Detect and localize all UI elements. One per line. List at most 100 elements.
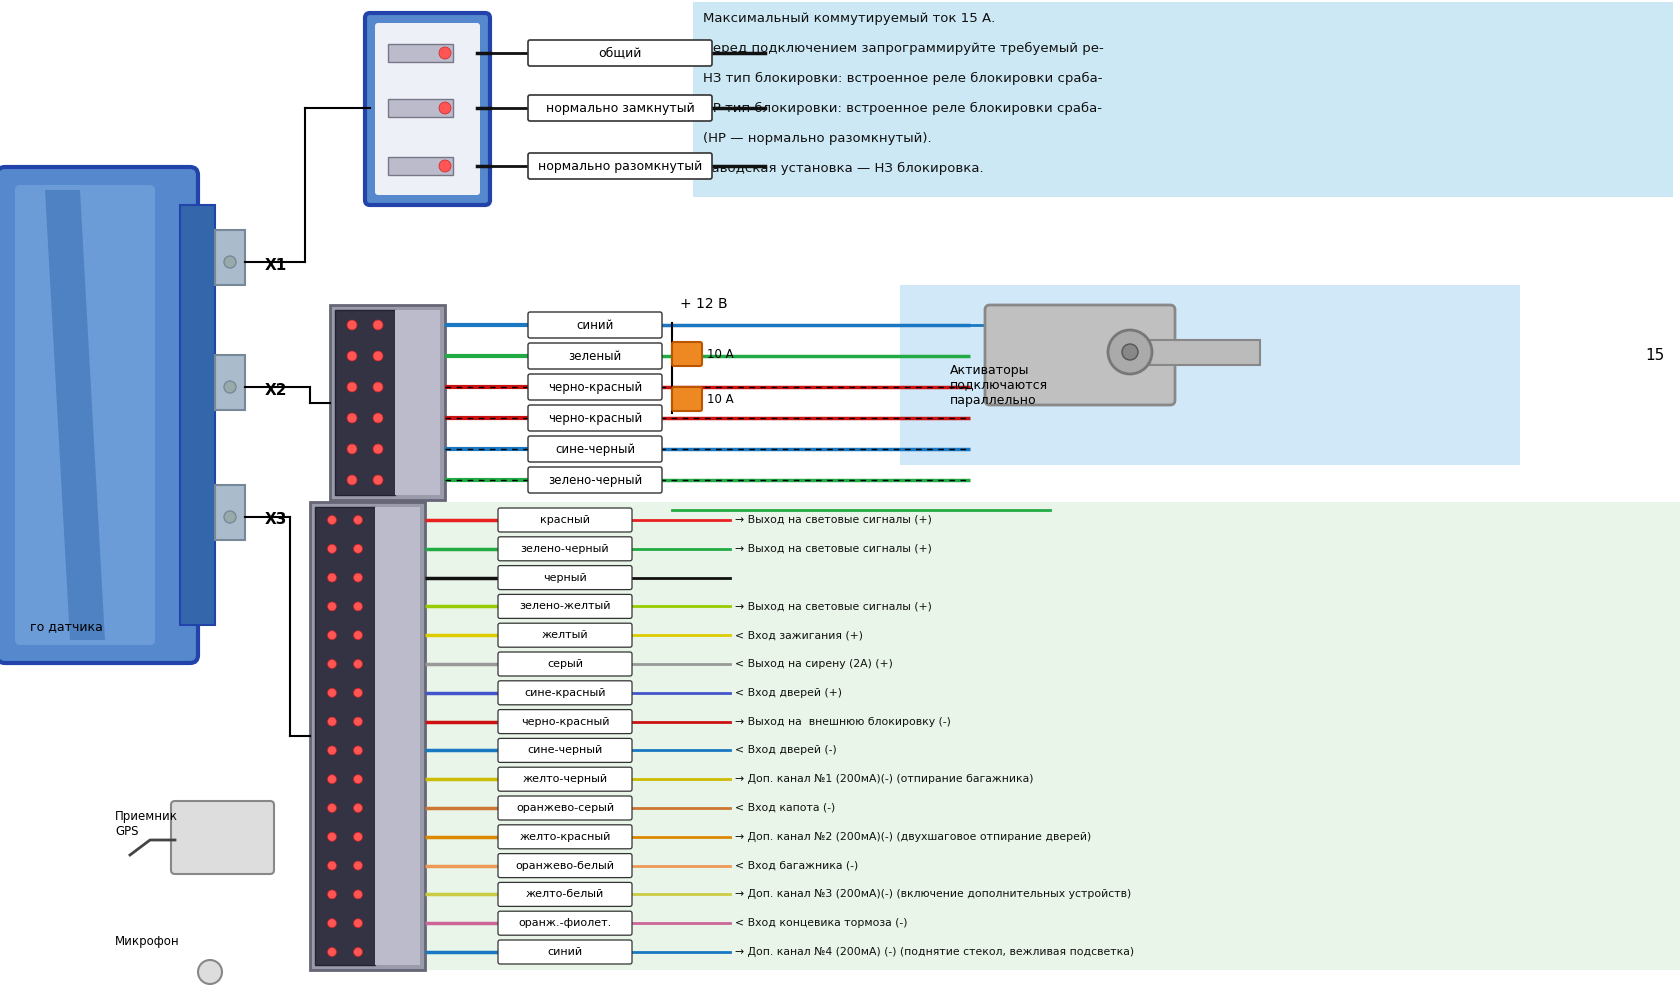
Text: желто-черный: желто-черный [522, 775, 606, 785]
FancyBboxPatch shape [375, 23, 480, 195]
Text: → Выход на световые сигналы (+): → Выход на световые сигналы (+) [734, 515, 931, 525]
Circle shape [353, 573, 363, 582]
Text: → Доп. канал №2 (200мА)(-) (двухшаговое отпирание дверей): → Доп. канал №2 (200мА)(-) (двухшаговое … [734, 832, 1090, 842]
Circle shape [328, 515, 336, 524]
Text: оранжево-серый: оранжево-серый [516, 803, 613, 813]
Text: (НР — нормально разомкнутый).: (НР — нормально разомкнутый). [702, 132, 931, 145]
Circle shape [1121, 344, 1137, 360]
FancyBboxPatch shape [15, 185, 155, 645]
Text: НР тип блокировки: встроенное реле блокировки сраба-: НР тип блокировки: встроенное реле блоки… [702, 102, 1102, 115]
Text: Микрофон: Микрофон [114, 935, 180, 948]
Text: Максимальный коммутируемый ток 15 А.: Максимальный коммутируемый ток 15 А. [702, 12, 995, 25]
Bar [899, 285, 1519, 465]
Circle shape [328, 602, 336, 611]
FancyBboxPatch shape [497, 681, 632, 705]
FancyBboxPatch shape [528, 95, 712, 121]
Circle shape [198, 960, 222, 984]
Bar [329, 305, 445, 500]
FancyBboxPatch shape [497, 508, 632, 532]
Text: → Доп. канал №3 (200мА)(-) (включение дополнительных устройств): → Доп. канал №3 (200мА)(-) (включение до… [734, 889, 1131, 899]
Circle shape [328, 948, 336, 957]
Bar [1149, 340, 1260, 365]
Text: желтый: желтый [541, 630, 588, 640]
Circle shape [346, 382, 356, 392]
FancyBboxPatch shape [497, 709, 632, 733]
Text: сине-черный: сине-черный [528, 745, 601, 756]
Circle shape [373, 382, 383, 392]
Bar [215, 355, 245, 410]
FancyBboxPatch shape [497, 911, 632, 936]
Circle shape [346, 413, 356, 423]
Circle shape [328, 631, 336, 640]
Text: желто-белый: желто-белый [526, 889, 603, 899]
Circle shape [438, 160, 450, 172]
Circle shape [223, 511, 235, 523]
Text: НЗ тип блокировки: встроенное реле блокировки сраба-: НЗ тип блокировки: встроенное реле блоки… [702, 72, 1102, 86]
Circle shape [328, 660, 336, 669]
FancyBboxPatch shape [497, 738, 632, 763]
FancyBboxPatch shape [497, 854, 632, 877]
FancyBboxPatch shape [528, 40, 712, 66]
Circle shape [353, 660, 363, 669]
Circle shape [346, 351, 356, 361]
Text: черный: черный [543, 572, 586, 582]
Circle shape [353, 745, 363, 754]
Bar [395, 310, 440, 495]
Circle shape [353, 918, 363, 928]
Circle shape [373, 320, 383, 330]
Text: общий: общий [598, 46, 642, 59]
Text: < Вход дверей (+): < Вход дверей (+) [734, 688, 842, 698]
Bar [388, 99, 452, 117]
Circle shape [328, 544, 336, 553]
Text: + 12 В: + 12 В [680, 297, 727, 311]
Bar [375, 507, 420, 965]
FancyBboxPatch shape [528, 467, 662, 493]
Circle shape [353, 832, 363, 841]
FancyBboxPatch shape [497, 652, 632, 676]
Circle shape [328, 890, 336, 899]
Bar [314, 507, 375, 965]
Circle shape [438, 47, 450, 59]
Text: го датчика: го датчика [30, 620, 102, 633]
FancyBboxPatch shape [171, 801, 274, 874]
FancyBboxPatch shape [528, 405, 662, 431]
Text: зелено-черный: зелено-черный [521, 544, 608, 553]
Circle shape [373, 351, 383, 361]
Text: < Вход концевика тормоза (-): < Вход концевика тормоза (-) [734, 918, 907, 929]
Text: Заводская установка — НЗ блокировка.: Заводская установка — НЗ блокировка. [702, 162, 983, 175]
Circle shape [353, 890, 363, 899]
Circle shape [353, 544, 363, 553]
Text: X2: X2 [265, 382, 287, 397]
Bar [180, 205, 215, 625]
Bar [388, 44, 452, 62]
Text: черно-красный: черно-красный [548, 380, 642, 393]
Polygon shape [45, 190, 104, 640]
Circle shape [353, 775, 363, 784]
Bar [388, 157, 452, 175]
Text: → Выход на световые сигналы (+): → Выход на световые сигналы (+) [734, 602, 931, 612]
FancyBboxPatch shape [528, 153, 712, 179]
Text: сине-красный: сине-красный [524, 688, 605, 698]
Circle shape [353, 688, 363, 697]
Text: серый: серый [546, 659, 583, 669]
Circle shape [353, 861, 363, 870]
Circle shape [223, 256, 235, 268]
Bar [309, 502, 425, 970]
Text: оранж.-фиолет.: оранж.-фиолет. [517, 918, 612, 929]
FancyBboxPatch shape [984, 305, 1174, 405]
Circle shape [328, 688, 336, 697]
Text: Активаторы
подключаются
параллельно: Активаторы подключаются параллельно [949, 363, 1048, 406]
Text: черно-красный: черно-красный [521, 716, 608, 726]
Circle shape [438, 102, 450, 114]
Text: X1: X1 [265, 258, 287, 273]
Circle shape [328, 832, 336, 841]
Text: < Вход дверей (-): < Вход дверей (-) [734, 745, 837, 756]
Circle shape [353, 631, 363, 640]
Bar [215, 230, 245, 285]
Circle shape [353, 717, 363, 726]
Text: 10 А: 10 А [707, 392, 732, 405]
FancyBboxPatch shape [497, 537, 632, 560]
Circle shape [328, 861, 336, 870]
Text: X3: X3 [265, 512, 287, 527]
Circle shape [328, 918, 336, 928]
